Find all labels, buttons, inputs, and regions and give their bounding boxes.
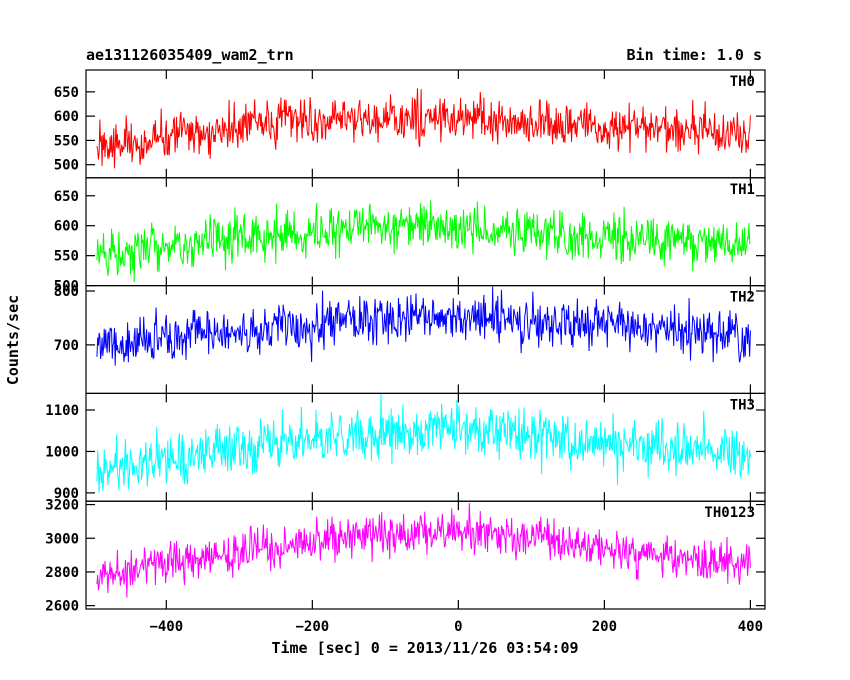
panel-label-th0: TH0	[730, 74, 755, 90]
x-tick-label: −400	[149, 619, 183, 635]
y-tick-label: 550	[54, 249, 79, 265]
panel-th3: 900 1000 1100 TH3	[45, 392, 766, 502]
y-tick-label: 3000	[45, 531, 79, 547]
y-tick-label: 650	[54, 189, 79, 205]
x-axis-label: Time [sec] 0 = 2013/11/26 03:54:09	[271, 639, 578, 657]
panels: 500 550 600 650 TH0 500 550 600 650 TH1 700 800 TH2 9…	[45, 69, 766, 615]
bin-time-label: Bin time: 1.0 s	[627, 46, 762, 64]
y-axis-label: Counts/sec	[4, 295, 22, 385]
panel-frame	[85, 285, 766, 395]
y-tick-label: 550	[54, 133, 79, 149]
y-tick-label: 3200	[45, 498, 79, 514]
series-line-th0123	[96, 502, 751, 598]
y-tick-label: 2600	[45, 599, 79, 615]
y-tick-label: 500	[54, 279, 79, 295]
panel-th2: 700 800 TH2	[54, 284, 766, 395]
y-tick-label: 900	[54, 486, 79, 502]
panel-label-th3: TH3	[730, 397, 755, 413]
series-line-th1	[96, 200, 751, 283]
figure-title: ae131126035409_wam2_trn	[86, 46, 294, 64]
series-line-th3	[96, 393, 751, 493]
y-tick-label: 650	[54, 85, 79, 101]
panel-label-th0123: TH0123	[704, 505, 755, 521]
panel-frame	[85, 500, 766, 610]
y-tick-label: 1000	[45, 444, 79, 460]
series-line-th0	[96, 88, 751, 169]
y-tick-label: 600	[54, 219, 79, 235]
panel-th1: 500 550 600 650 TH1	[54, 177, 766, 295]
x-axis: −400 −200 0 200 400	[149, 619, 763, 635]
y-tick-label: 500	[54, 158, 79, 174]
y-tick-label: 600	[54, 109, 79, 125]
y-tick-label: 1100	[45, 403, 79, 419]
panel-frame	[85, 177, 766, 287]
series-line-th2	[96, 286, 751, 366]
y-tick-label: 2800	[45, 565, 79, 581]
y-tick-label: 800	[54, 284, 79, 300]
x-tick-label: 200	[592, 619, 617, 635]
panel-th0: 500 550 600 650 TH0	[54, 69, 766, 179]
x-tick-label: 400	[738, 619, 763, 635]
x-tick-label: 0	[454, 619, 462, 635]
x-tick-label: −200	[295, 619, 329, 635]
panel-label-th1: TH1	[730, 182, 755, 198]
y-tick-label: 700	[54, 338, 79, 354]
panel-label-th2: TH2	[730, 290, 755, 306]
panel-th0123: 2600 2800 3000 3200 TH0123	[45, 498, 766, 615]
